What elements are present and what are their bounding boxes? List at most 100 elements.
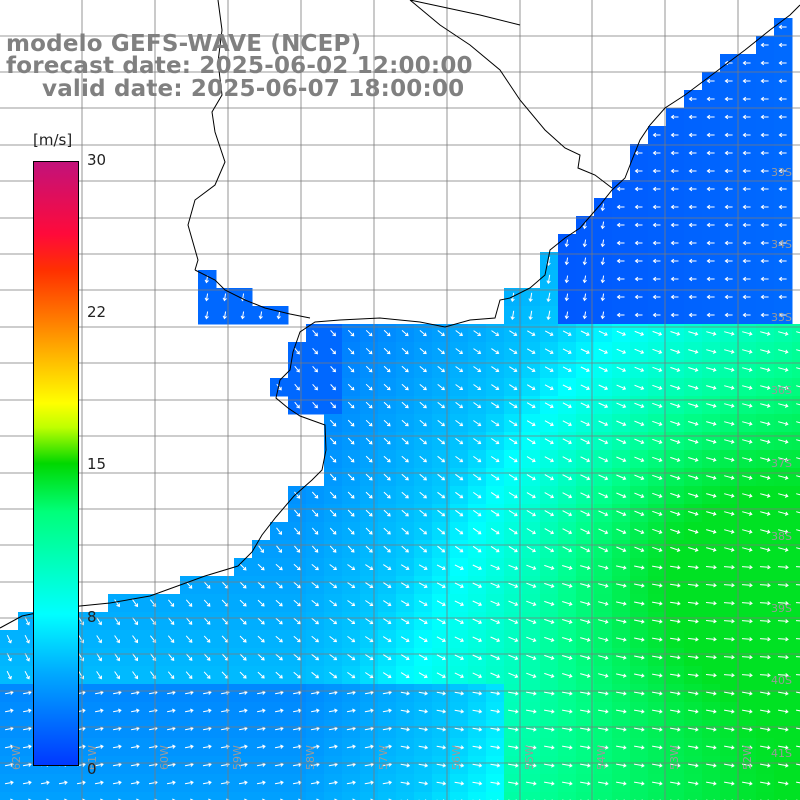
wind-arrow (10, 798, 14, 800)
latitude-label: 38S (771, 530, 792, 543)
wind-cell (792, 342, 800, 361)
wind-arrow (490, 582, 501, 589)
wind-arrow (688, 150, 697, 156)
wind-arrow (688, 691, 699, 696)
wind-arrow (418, 763, 429, 768)
wind-arrow (778, 240, 787, 246)
wind-cell (144, 792, 163, 800)
wind-arrow (742, 331, 753, 336)
wind-arrow (634, 637, 645, 642)
wind-cell (468, 792, 487, 800)
wind-arrow (22, 780, 32, 785)
wind-arrow (598, 510, 609, 517)
wind-arrow (544, 600, 555, 606)
wind-arrow (294, 491, 301, 499)
wind-arrow (796, 475, 800, 478)
wind-arrow (258, 545, 264, 553)
wind-arrow (329, 437, 337, 445)
wind-arrow (670, 132, 679, 138)
wind-cell (378, 792, 397, 800)
wind-arrow (796, 781, 800, 784)
wind-arrow (724, 240, 733, 246)
wind-arrow (724, 367, 735, 372)
wind-arrow (352, 798, 356, 800)
wind-arrow (257, 635, 265, 643)
wind-arrow (455, 330, 463, 337)
wind-arrow (670, 294, 679, 300)
wind-arrow (670, 510, 681, 516)
wind-arrow (796, 511, 800, 514)
latitude-label: 40S (771, 674, 792, 687)
wind-arrow (544, 691, 555, 696)
wind-arrow (310, 780, 320, 785)
wind-arrow (723, 637, 735, 642)
wind-arrow (544, 492, 555, 499)
wind-arrow (616, 510, 627, 517)
wind-arrow (401, 365, 409, 373)
wind-arrow (418, 582, 428, 589)
wind-arrow (257, 563, 265, 571)
wind-arrow (706, 204, 715, 210)
wind-arrow (274, 780, 284, 785)
wind-arrow (167, 708, 176, 713)
wind-arrow (365, 618, 374, 625)
wind-arrow (778, 511, 789, 516)
wind-arrow (544, 330, 554, 336)
wind-arrow (724, 691, 735, 696)
wind-arrow (528, 292, 533, 303)
wind-arrow (311, 653, 320, 661)
wind-arrow (508, 745, 519, 750)
wind-arrow (741, 673, 753, 678)
wind-arrow (706, 349, 717, 354)
wind-arrow (580, 366, 590, 372)
wind-arrow (256, 780, 266, 785)
wind-arrow (294, 401, 300, 409)
wind-arrow (706, 367, 717, 372)
wind-arrow (418, 672, 428, 679)
wind-arrow (276, 527, 283, 535)
wind-arrow (616, 348, 627, 354)
wind-arrow (580, 781, 591, 786)
wind-arrow (652, 276, 661, 282)
wind-arrow (526, 420, 536, 427)
wind-arrow (455, 509, 464, 517)
wind-arrow (203, 617, 211, 625)
wind-arrow (778, 96, 787, 102)
wind-arrow (670, 781, 681, 786)
wind-arrow (580, 402, 590, 409)
wind-arrow (5, 726, 14, 731)
wind-arrow (239, 708, 248, 713)
wind-arrow (652, 438, 663, 444)
wind-arrow (436, 564, 446, 570)
wind-arrow (239, 599, 247, 607)
wind-arrow (437, 384, 445, 391)
wind-arrow (418, 709, 429, 714)
wind-arrow (347, 383, 355, 391)
wind-arrow (310, 726, 320, 731)
wind-arrow (582, 275, 587, 284)
wind-arrow (652, 745, 663, 750)
wind-arrow (347, 491, 355, 499)
wind-arrow (670, 745, 681, 750)
wind-arrow (473, 420, 482, 427)
wind-cell (792, 576, 800, 595)
wind-arrow (706, 511, 717, 516)
wind-arrow (78, 653, 84, 662)
wind-arrow (383, 582, 392, 588)
wind-arrow (347, 455, 355, 463)
wind-cell (702, 792, 721, 800)
wind-arrow (418, 636, 428, 643)
wind-arrow (419, 401, 427, 409)
wind-arrow (491, 384, 500, 390)
wind-arrow (759, 637, 771, 642)
wind-arrow (328, 744, 338, 749)
wind-arrow (544, 582, 555, 588)
wind-arrow (670, 384, 681, 390)
wind-arrow (510, 310, 515, 321)
wind-arrow (94, 744, 104, 749)
wind-arrow (742, 349, 753, 354)
wind-arrow (616, 366, 627, 372)
wind-arrow (203, 708, 212, 713)
wind-arrow (311, 690, 320, 695)
wind-cell (792, 468, 800, 487)
